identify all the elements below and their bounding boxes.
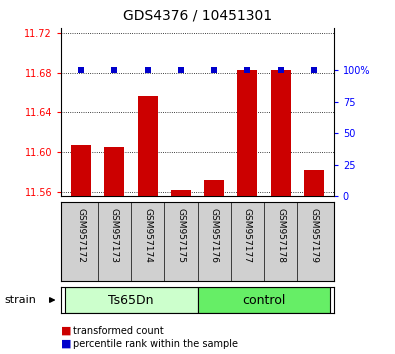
Text: control: control (242, 293, 286, 307)
Bar (237, 70, 257, 196)
Text: percentile rank within the sample: percentile rank within the sample (73, 339, 238, 349)
Bar (198, 287, 331, 313)
Text: GSM957177: GSM957177 (243, 208, 252, 263)
Text: GSM957179: GSM957179 (309, 208, 318, 263)
Point (277, 68, 284, 73)
Text: GSM957173: GSM957173 (110, 208, 119, 263)
Bar (171, 189, 191, 196)
Text: GSM957178: GSM957178 (276, 208, 285, 263)
Bar (204, 179, 224, 196)
Text: ■: ■ (61, 339, 72, 349)
Text: GSM957172: GSM957172 (77, 208, 86, 263)
Point (178, 68, 184, 73)
Point (244, 68, 250, 73)
Point (111, 68, 118, 73)
Bar (64, 287, 198, 313)
Point (145, 68, 151, 73)
Point (211, 68, 217, 73)
Text: GSM957175: GSM957175 (177, 208, 185, 263)
Text: GDS4376 / 10451301: GDS4376 / 10451301 (123, 9, 272, 23)
Bar (271, 70, 291, 196)
Text: GSM957176: GSM957176 (210, 208, 218, 263)
Bar (104, 147, 124, 196)
Bar (304, 170, 324, 196)
Bar (138, 96, 158, 196)
Text: Ts65Dn: Ts65Dn (108, 293, 154, 307)
Text: GSM957174: GSM957174 (143, 208, 152, 263)
Point (78, 68, 84, 73)
Text: strain: strain (4, 295, 36, 305)
Text: transformed count: transformed count (73, 326, 164, 336)
Text: ■: ■ (61, 326, 72, 336)
Point (311, 68, 317, 73)
Bar (71, 145, 91, 196)
